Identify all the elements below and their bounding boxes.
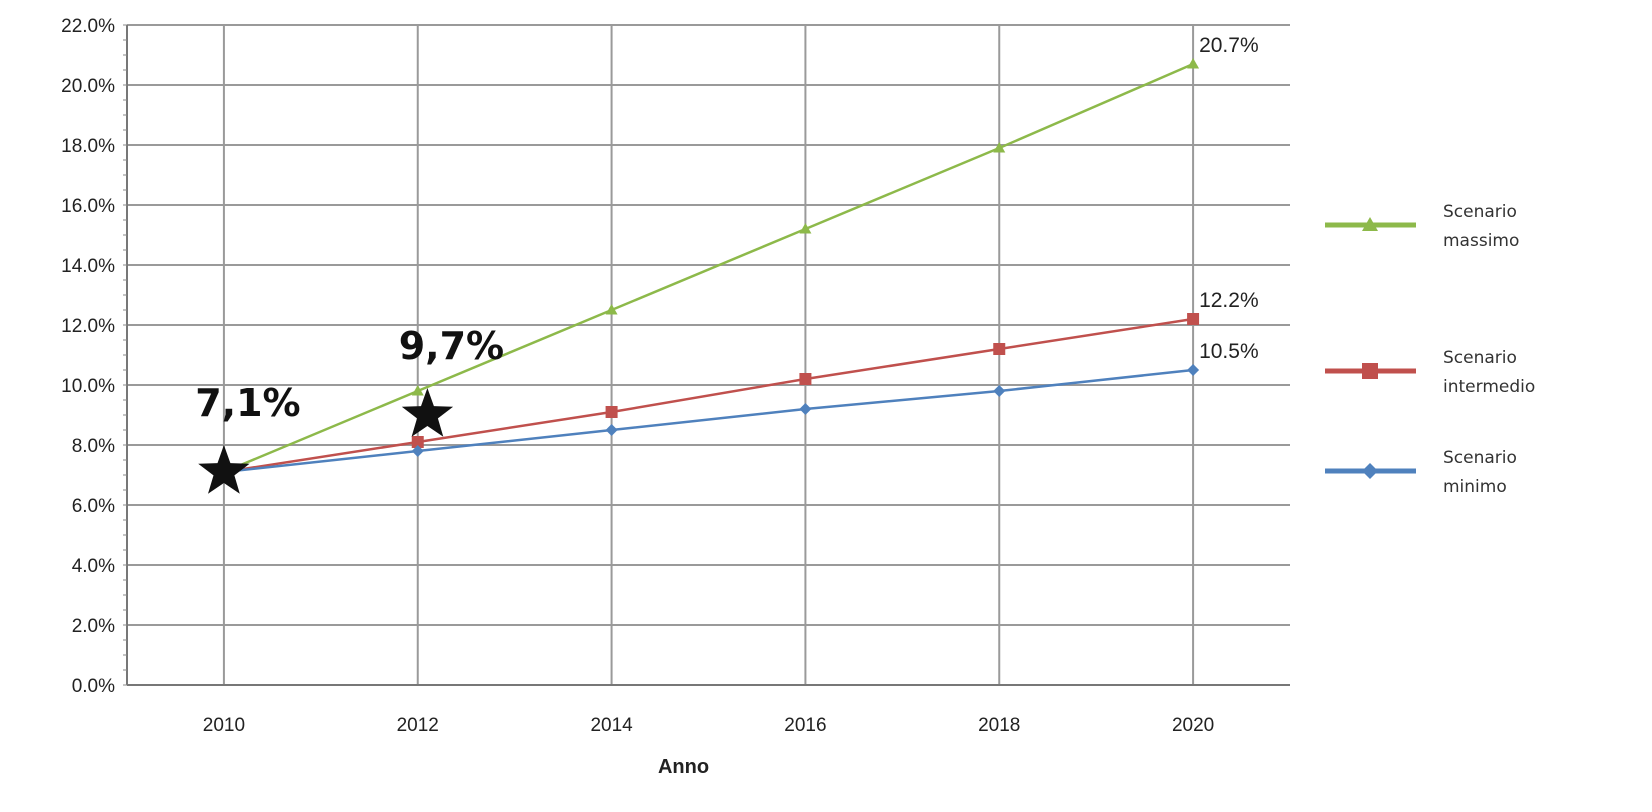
data-point [605, 424, 618, 436]
y-tick-label: 20.0% [61, 76, 115, 97]
end-value-label: 10.5% [1199, 340, 1259, 363]
y-tick-label: 12.0% [61, 316, 115, 337]
x-tick-labels: 2010 2012 2014 2016 2018 2020 [203, 715, 1214, 736]
data-point [993, 385, 1006, 397]
data-point [993, 343, 1006, 355]
axes [123, 24, 1290, 686]
legend-label: Scenario [1443, 448, 1517, 468]
star-marker [198, 445, 250, 494]
legend-swatch-marker [1362, 463, 1378, 479]
x-axis-title: Anno [658, 756, 709, 778]
x-tick-label: 2020 [1172, 715, 1214, 736]
legend-swatch-marker [1362, 217, 1378, 231]
legend-item: Scenario massimo [1325, 202, 1519, 251]
legend-label: massimo [1443, 231, 1519, 251]
y-tick-label: 14.0% [61, 256, 115, 277]
data-point [1187, 58, 1200, 69]
legend-item: Scenario minimo [1325, 448, 1517, 497]
callout-label: 7,1% [195, 381, 300, 425]
data-point [993, 142, 1006, 153]
x-tick-label: 2018 [978, 715, 1020, 736]
series-line [223, 317, 1194, 474]
y-tick-label: 16.0% [61, 196, 115, 217]
x-tick-label: 2010 [203, 715, 245, 736]
annotations: 7,1% 9,7% [195, 324, 504, 494]
series-line [223, 368, 1194, 474]
legend: ScenariomassimoScenariointermedioScenari… [1325, 202, 1535, 497]
data-point [799, 373, 812, 385]
end-value-label: 20.7% [1199, 34, 1259, 57]
y-tick-label: 18.0% [61, 136, 115, 157]
data-point [799, 223, 812, 234]
end-value-label: 12.2% [1199, 289, 1259, 312]
data-point [411, 436, 424, 448]
series-2: 10.5% [223, 340, 1259, 474]
legend-swatch-marker [1362, 363, 1378, 379]
y-tick-label: 10.0% [61, 376, 115, 397]
y-tick-label: 4.0% [72, 556, 115, 577]
y-tick-label: 6.0% [72, 496, 115, 517]
y-tick-label: 22.0% [61, 16, 115, 37]
data-point [411, 445, 424, 457]
series: 20.7% 12.2% 10.5% [223, 34, 1259, 474]
series-line [223, 62, 1194, 474]
series-0: 20.7% [223, 34, 1259, 474]
legend-label: intermedio [1443, 377, 1535, 397]
grid [127, 24, 1290, 685]
data-point [1187, 364, 1200, 376]
callout-label: 9,7% [399, 324, 504, 368]
y-tick-label: 8.0% [72, 436, 115, 457]
series-1: 12.2% [223, 289, 1259, 474]
y-tick-label: 2.0% [72, 616, 115, 637]
data-point [605, 406, 618, 418]
data-point [799, 403, 812, 415]
x-tick-label: 2014 [590, 715, 633, 736]
star-marker [401, 388, 454, 437]
y-tick-label: 0.0% [72, 676, 115, 697]
x-tick-label: 2012 [397, 715, 439, 736]
y-tick-labels: 0.0% 2.0% 4.0% 6.0% 8.0% 10.0% 12.0% 14.0% 16.0%… [61, 16, 115, 697]
x-tick-label: 2016 [784, 715, 826, 736]
legend-label: Scenario [1443, 202, 1517, 222]
data-point [605, 304, 618, 315]
data-point [1187, 313, 1200, 325]
legend-label: Scenario [1443, 348, 1517, 368]
legend-item: Scenario intermedio [1325, 348, 1535, 397]
data-point [411, 385, 424, 396]
legend-label: minimo [1443, 477, 1507, 497]
